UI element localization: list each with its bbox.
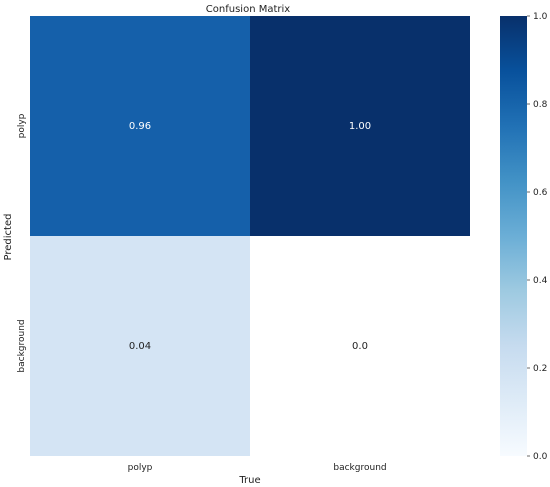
colorbar-tick-label: 0.0 <box>533 452 548 462</box>
colorbar-tick-label: 1.0 <box>533 12 548 22</box>
y-tick-label: background <box>17 319 27 372</box>
y-tick-labels: polyp background <box>17 113 27 372</box>
heatmap-cell <box>250 16 470 236</box>
cell-annotation: 1.00 <box>349 121 371 132</box>
cell-annotation: 0.96 <box>129 121 151 132</box>
heatmap-cell <box>250 236 470 456</box>
y-axis-label: Predicted <box>3 214 14 261</box>
y-tick-label: polyp <box>17 113 27 138</box>
cell-annotation: 0.0 <box>352 341 368 352</box>
heatmap-cell <box>30 16 250 236</box>
x-tick-label: background <box>333 463 386 473</box>
colorbar-tick-label: 0.8 <box>533 100 548 110</box>
heatmap-cells: 0.96 1.00 0.04 0.0 <box>30 16 470 456</box>
colorbar-tick-label: 0.2 <box>533 364 547 374</box>
x-tick-labels: polyp background <box>128 463 387 473</box>
heatmap-cell <box>30 236 250 456</box>
colorbar-tick-label: 0.4 <box>533 276 548 286</box>
x-tick-label: polyp <box>128 463 153 473</box>
cell-annotation: 0.04 <box>129 341 151 352</box>
chart-title: Confusion Matrix <box>206 4 290 15</box>
colorbar-tick-label: 0.6 <box>533 188 548 198</box>
x-axis-label: True <box>238 475 260 486</box>
colorbar-ticks: 0.0 0.2 0.4 0.6 0.8 1.0 <box>527 12 548 462</box>
colorbar <box>500 16 527 456</box>
